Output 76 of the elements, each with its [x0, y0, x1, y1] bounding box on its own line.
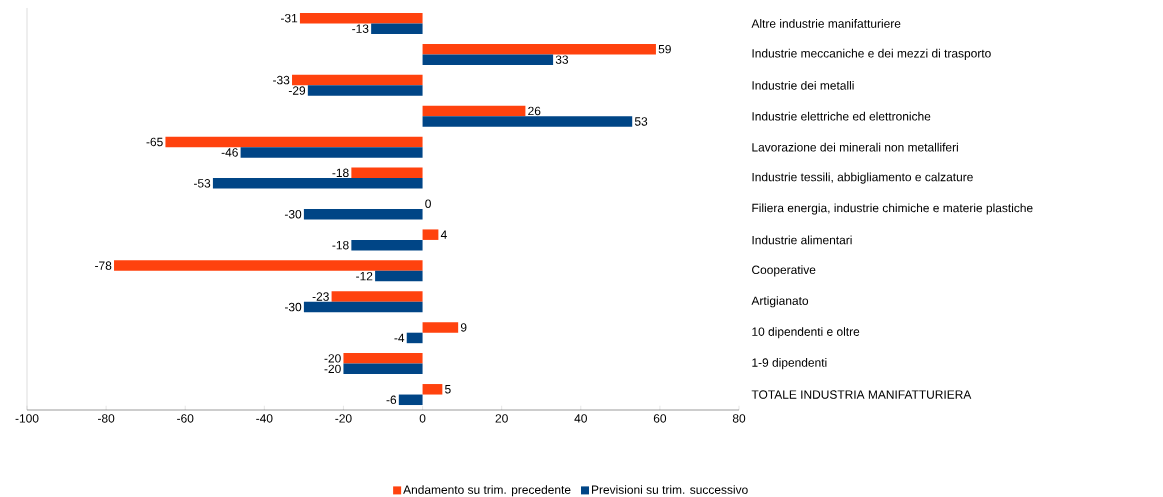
data-label: -4 [394, 333, 405, 343]
y-tick-label: Filiera energia, industrie chimiche e materie plastiche [752, 203, 1033, 215]
bar [240, 147, 423, 158]
data-label: 33 [555, 55, 569, 64]
data-label: 53 [634, 117, 648, 126]
data-label: 4 [440, 230, 447, 239]
data-label: -53 [193, 179, 211, 188]
bar [114, 260, 423, 271]
y-tick-label: Cooperative [752, 265, 816, 277]
bar [371, 23, 423, 34]
bar [351, 167, 423, 179]
x-tick-label: 0 [419, 414, 426, 423]
data-label: -6 [386, 395, 397, 405]
y-tick-label: Lavorazione dei minerali non metalliferi [752, 142, 958, 152]
x-tick-label: 20 [495, 414, 508, 423]
bar [422, 384, 443, 395]
bar [351, 239, 423, 251]
bar [303, 209, 423, 220]
bar [375, 270, 423, 282]
bar [331, 291, 423, 302]
data-label: 26 [528, 106, 541, 116]
bar [422, 54, 554, 65]
data-label: -23 [312, 292, 329, 301]
y-tick-label: Artigianato [751, 296, 809, 308]
y-tick-label: Industrie elettriche ed elettroniche [752, 111, 931, 121]
x-tick-label: 80 [732, 414, 746, 423]
data-label: -33 [273, 75, 290, 85]
y-tick-label: 10 dipendenti e oltre [752, 327, 860, 339]
data-label: -18 [332, 168, 349, 178]
y-tick-label: 1-9 dipendenti [752, 358, 827, 370]
x-tick-label: 40 [574, 414, 587, 423]
bar [422, 43, 656, 55]
x-tick-label: -60 [177, 414, 194, 423]
data-label: -20 [324, 364, 341, 374]
data-label: -65 [146, 137, 163, 147]
bar [292, 74, 423, 86]
x-tick-label: -20 [335, 414, 352, 423]
data-label: -78 [95, 261, 112, 270]
data-label: -13 [352, 24, 369, 33]
y-tick-label: Industrie alimentari [752, 235, 852, 245]
bar [303, 301, 423, 313]
bar [422, 229, 439, 240]
data-label: 0 [425, 199, 431, 208]
data-label: -29 [288, 86, 306, 95]
x-tick-label: 60 [653, 414, 667, 423]
bar [299, 12, 423, 24]
x-tick-label: -40 [256, 414, 273, 423]
data-label: -30 [284, 210, 302, 219]
data-label: -20 [324, 354, 341, 363]
data-label: 9 [460, 323, 467, 332]
bar [406, 332, 423, 344]
y-tick-label: Industrie dei metalli [752, 80, 854, 90]
y-tick-label: Altre industrie manifatturiere [751, 19, 901, 28]
x-tick-label: -100 [15, 414, 39, 423]
data-label: -30 [284, 302, 302, 312]
y-tick-label: TOTALE INDUSTRIA MANIFATTURIERA [751, 390, 972, 399]
y-tick-label: Industrie meccaniche e dei mezzi di trasporto [752, 48, 991, 60]
bar [165, 136, 423, 148]
y-tick-label: Industrie tessili, abbigliamento e calzature [752, 172, 973, 184]
bar [422, 105, 526, 117]
bar [422, 116, 633, 127]
data-label: 59 [658, 44, 671, 54]
bar [343, 353, 423, 364]
bar [398, 394, 423, 406]
bar [343, 363, 423, 375]
bar [307, 85, 423, 96]
legend-label: Andamento su trim. precedente [403, 485, 571, 497]
x-tick-label: -80 [98, 414, 115, 423]
data-label: -18 [332, 240, 349, 250]
data-label: 5 [445, 385, 451, 394]
bar [212, 178, 423, 189]
data-label: -12 [356, 271, 373, 281]
data-label: -46 [221, 148, 238, 157]
bar [422, 322, 459, 333]
data-label: -31 [280, 13, 298, 23]
legend-label: Previsioni su trim. successivo [592, 485, 748, 494]
